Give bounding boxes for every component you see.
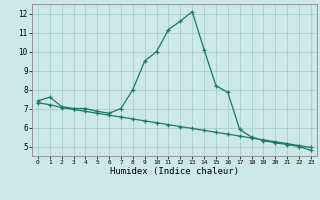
X-axis label: Humidex (Indice chaleur): Humidex (Indice chaleur) (110, 167, 239, 176)
